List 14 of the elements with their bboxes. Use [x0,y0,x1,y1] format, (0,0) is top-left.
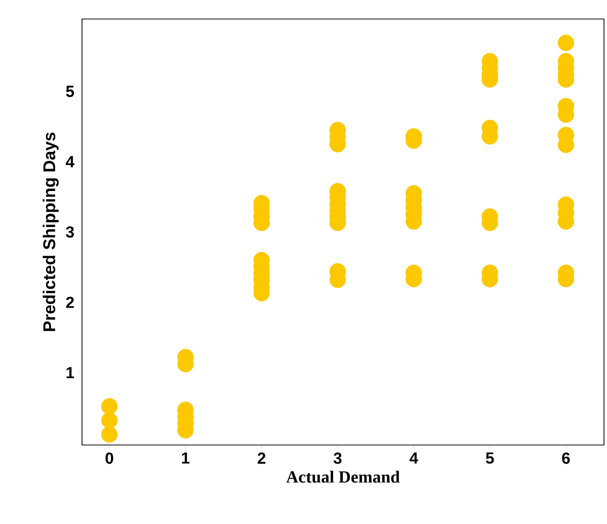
y-axis-title: Predicted Shipping Days [42,132,59,331]
x-tick-label: 1 [182,452,190,464]
x-tick-label: 3 [334,452,342,464]
y-tick-label: 1 [66,367,74,378]
y-tick-label: 2 [66,296,74,308]
x-tick-label: 6 [562,452,570,464]
x-tick-label: 0 [106,452,114,464]
y-tick-label: 3 [66,226,74,238]
x-tick-label: 5 [486,452,494,464]
y-tick-label: 5 [66,86,74,97]
x-axis-title: Actual Demand [286,470,400,483]
y-tick-label: 4 [66,156,74,168]
x-tick-label: 4 [410,452,418,464]
x-tick-label: 2 [258,452,266,464]
